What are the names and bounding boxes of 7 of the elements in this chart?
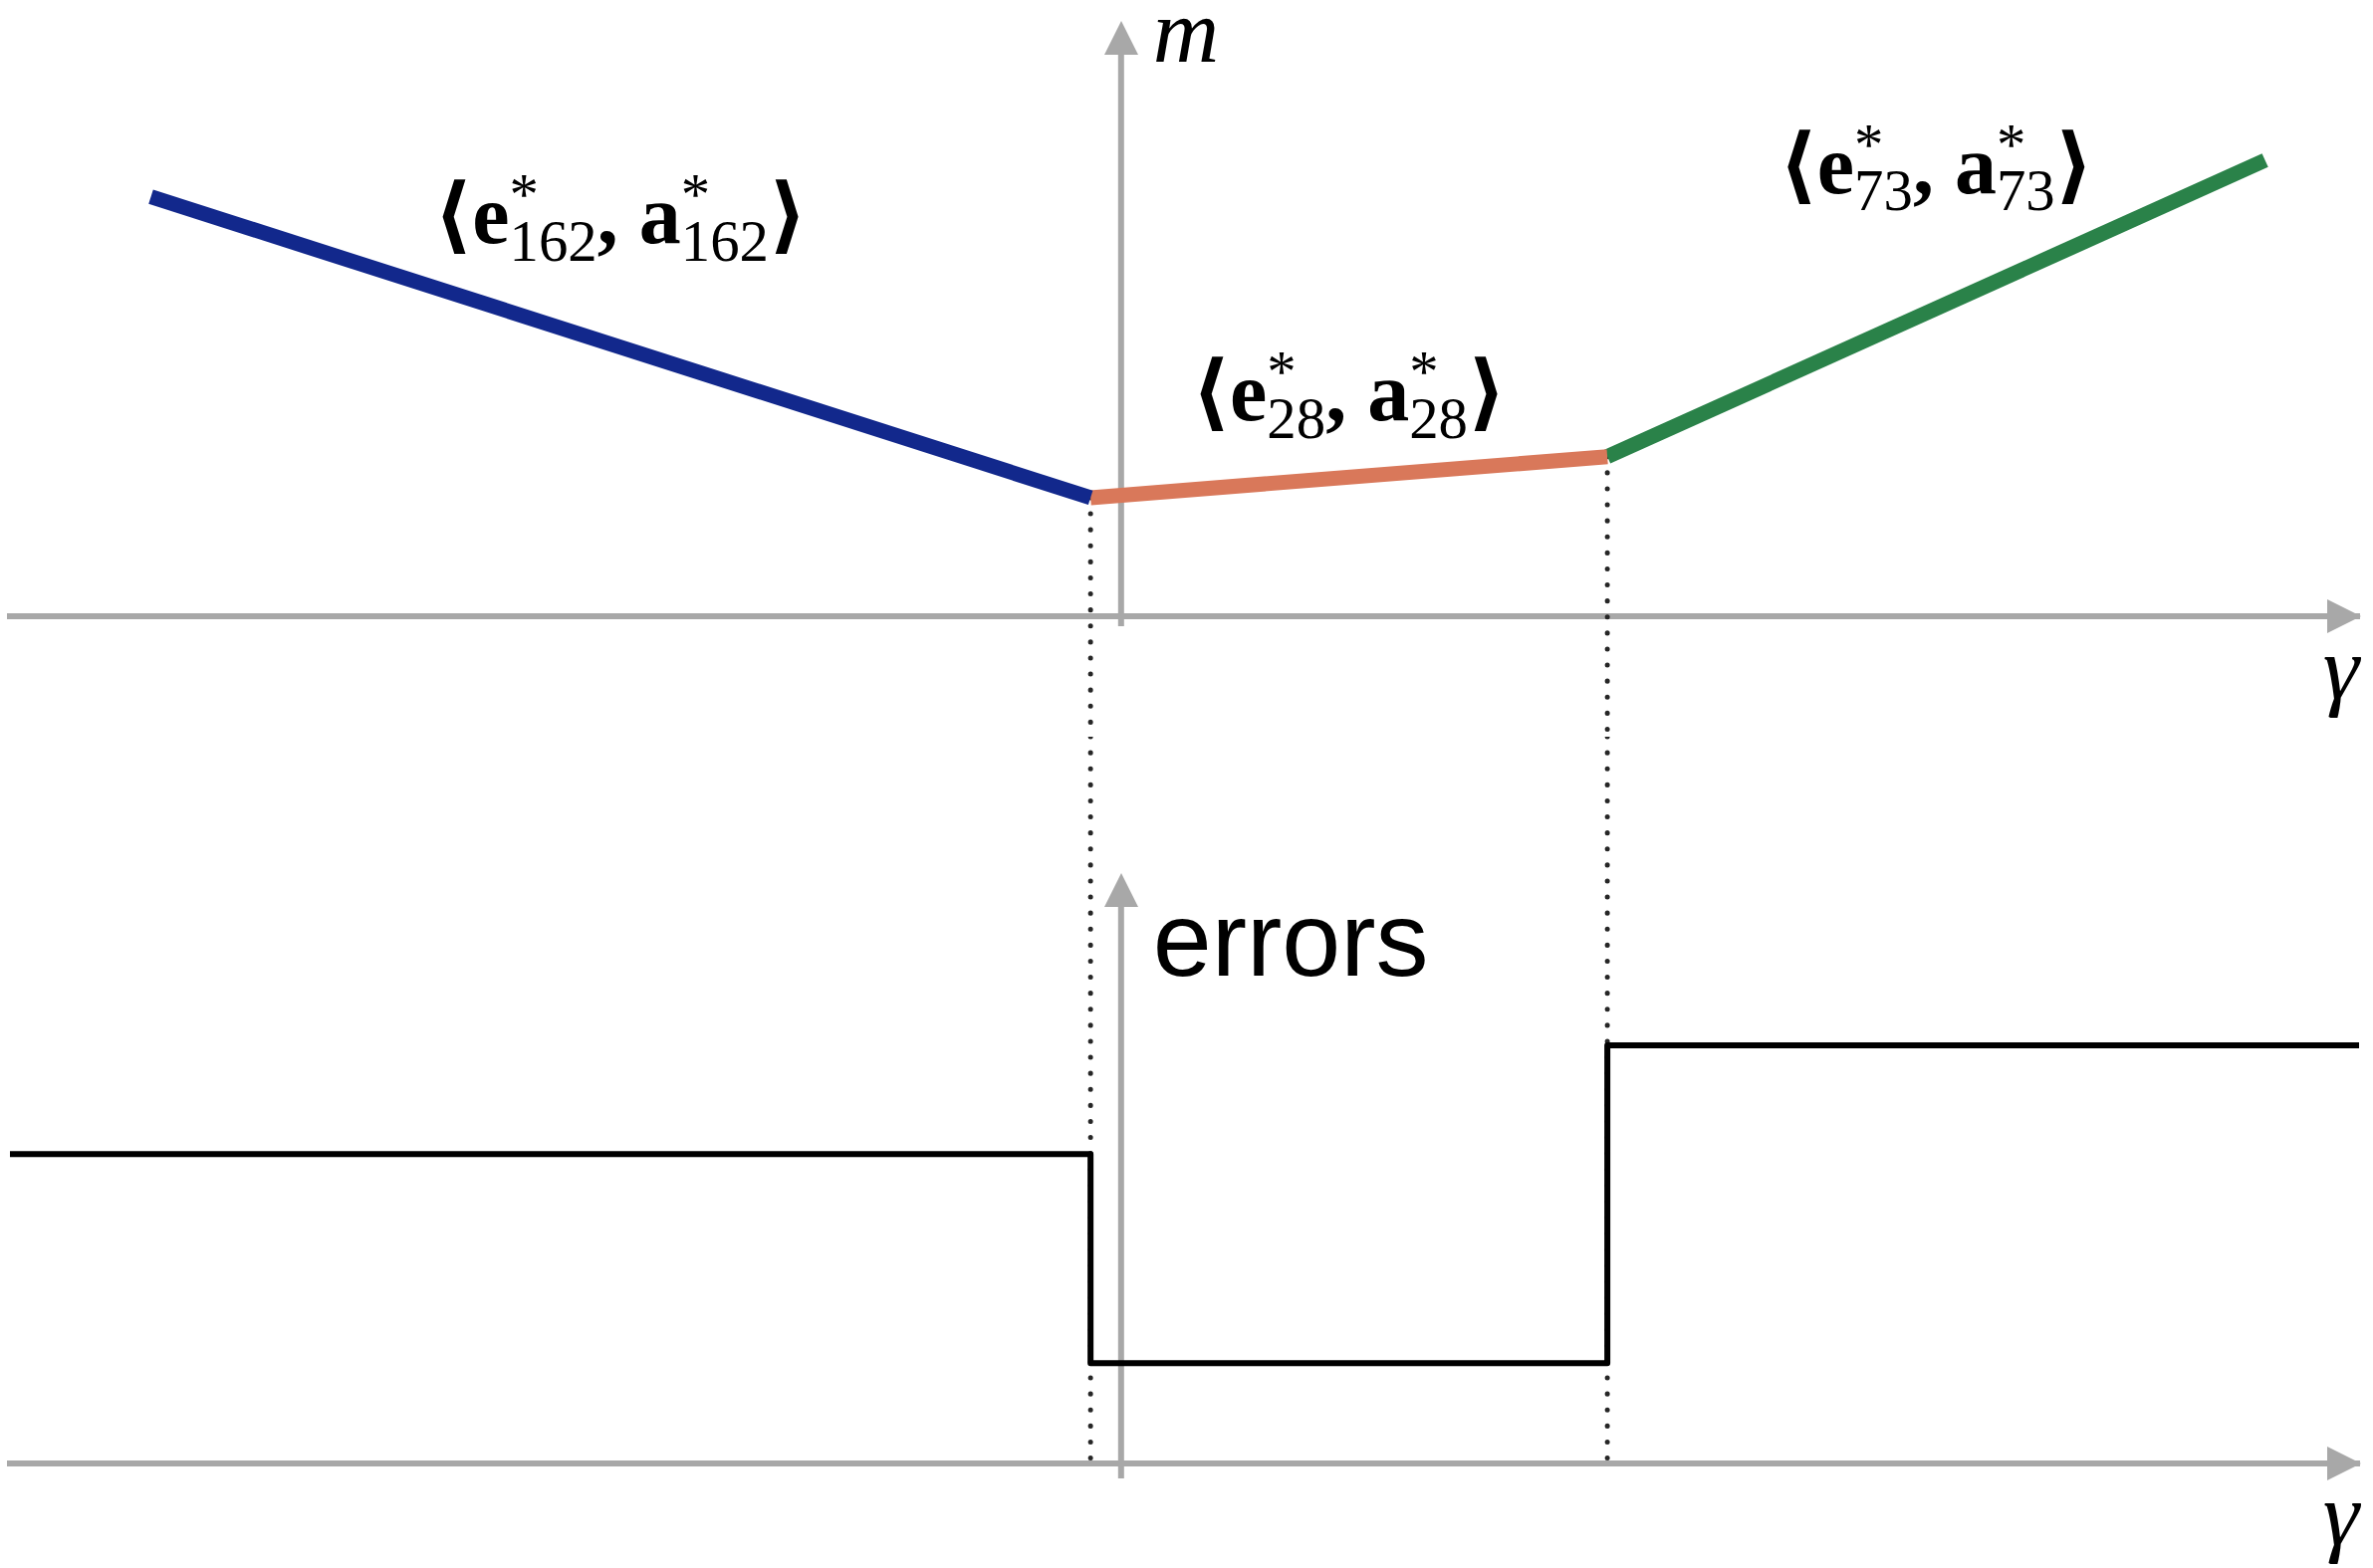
x-axis-title: γ xyxy=(2322,1463,2362,1565)
x-axis-title: γ xyxy=(2322,617,2362,719)
series-label: ⟨e$^{*}$$_{28}$, a$^{*}$$_{28}$⟩ xyxy=(1191,338,1507,452)
series-label: ⟨e$^{*}$$_{162}$, a$^{*}$$_{162}$⟩ xyxy=(433,161,808,275)
series-label: ⟨e$^{*}$$_{73}$, a$^{*}$$_{73}$⟩ xyxy=(1779,112,2094,225)
y-axis-title: m xyxy=(1152,0,1220,82)
y-axis-title: errors xyxy=(1152,880,1429,998)
